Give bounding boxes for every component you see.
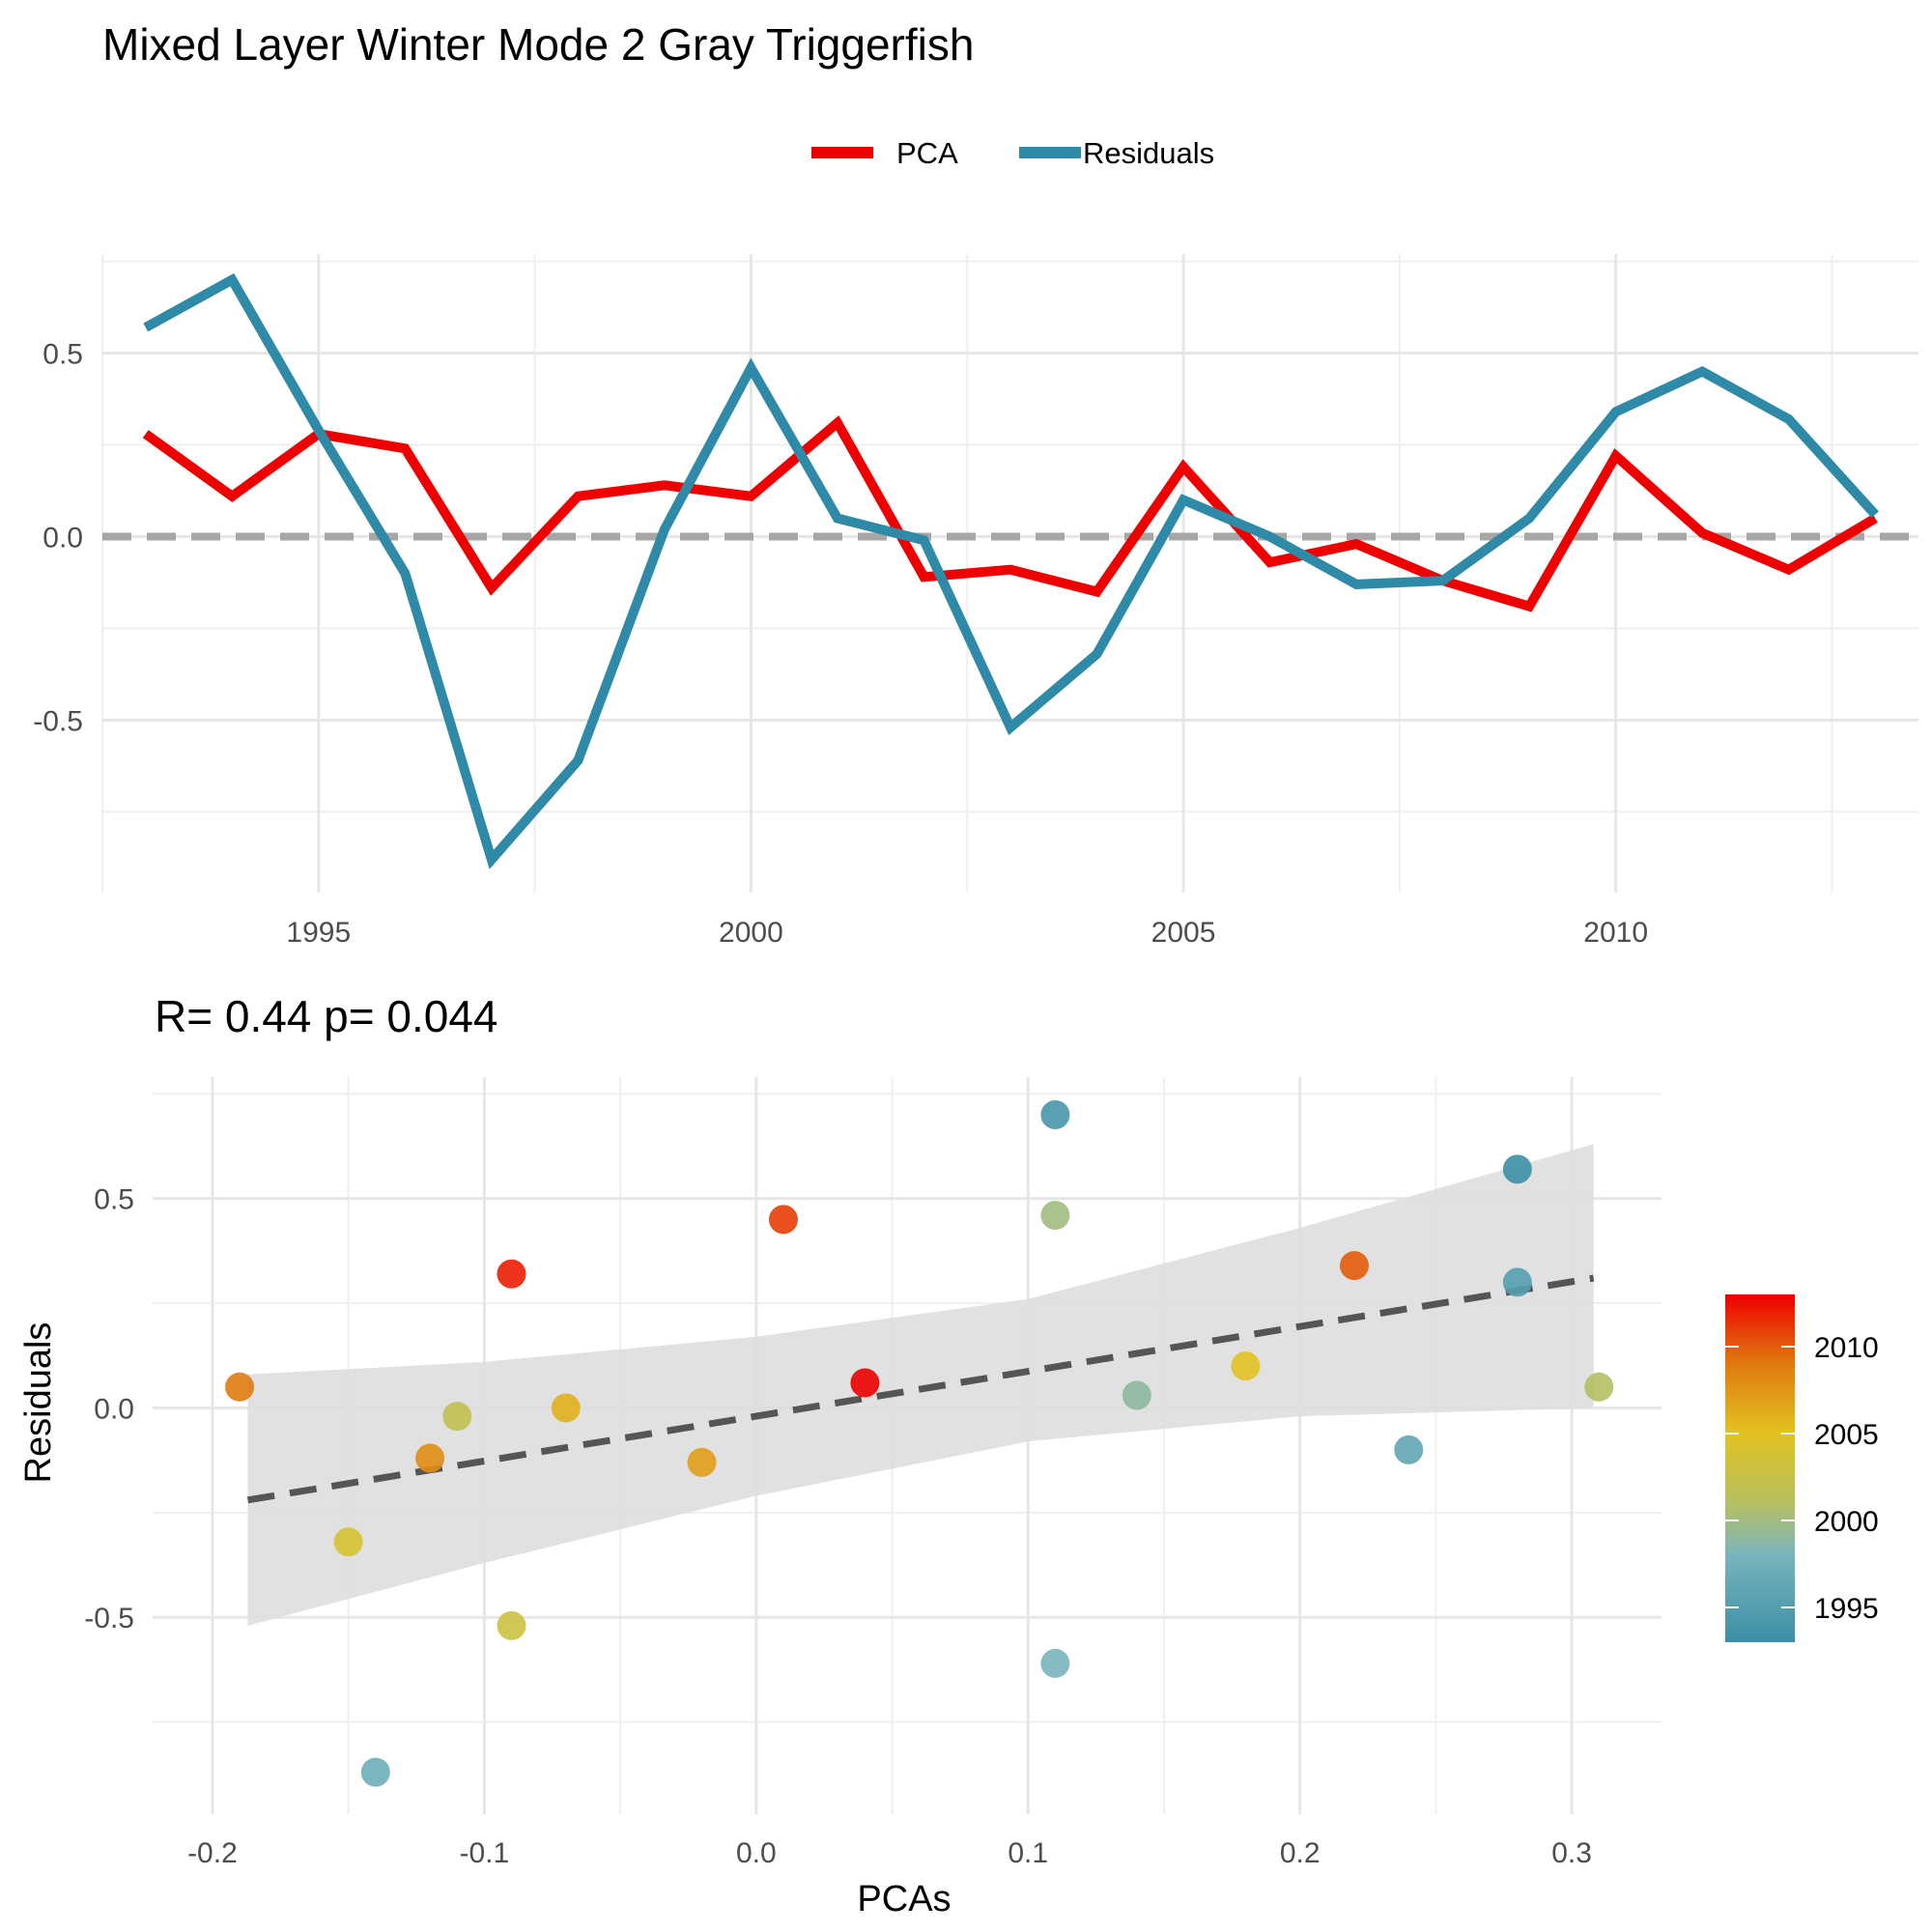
scatter-point bbox=[1040, 1100, 1070, 1130]
chart-title: Mixed Layer Winter Mode 2 Gray Triggerfi… bbox=[102, 19, 974, 70]
colorbar-tick-label: 2010 bbox=[1814, 1332, 1879, 1364]
scatter-point bbox=[1394, 1435, 1424, 1464]
legend-pca-label: PCA bbox=[896, 136, 958, 170]
y-tick-label: -0.5 bbox=[84, 1603, 134, 1634]
scatter-point bbox=[225, 1372, 255, 1402]
x-tick-label: 0.1 bbox=[1008, 1837, 1048, 1869]
time-series-panel: 1995 2000 2005 2010 -0.5 0.0 0.5 bbox=[33, 254, 1918, 949]
series-line-pca bbox=[142, 415, 1878, 612]
colorbar-gradient bbox=[1725, 1294, 1795, 1642]
scatter-point bbox=[1122, 1380, 1151, 1410]
y-tick-label: 0.5 bbox=[94, 1184, 134, 1216]
scatter-point bbox=[497, 1610, 526, 1640]
colorbar: 1995 2000 2005 2010 bbox=[1725, 1294, 1879, 1642]
y-axis-title: Residuals bbox=[18, 1322, 59, 1484]
scatter-point bbox=[1502, 1154, 1532, 1184]
x-tick-label: 0.3 bbox=[1551, 1837, 1592, 1869]
regression-line bbox=[246, 1274, 1595, 1504]
x-tick-label: 2005 bbox=[1151, 917, 1216, 949]
x-tick-label: 2010 bbox=[1583, 917, 1648, 949]
scatter-panel: -0.2 -0.1 0.0 0.1 0.2 0.3 -0.5 0.0 0.5 bbox=[84, 1077, 1662, 1869]
scatter-point bbox=[415, 1443, 445, 1473]
scatter-point bbox=[687, 1447, 717, 1477]
scatter-point bbox=[551, 1393, 581, 1423]
x-tick-label: -0.2 bbox=[187, 1837, 238, 1869]
y-tick-label: 0.0 bbox=[43, 523, 83, 554]
scatter-point bbox=[442, 1402, 472, 1432]
x-tick-label: 2000 bbox=[719, 917, 783, 949]
y-tick-label: -0.5 bbox=[33, 705, 83, 737]
colorbar-tick-label: 2000 bbox=[1814, 1506, 1879, 1538]
y-tick-label: 0.0 bbox=[94, 1393, 134, 1425]
x-tick-label: 0.0 bbox=[736, 1837, 777, 1869]
scatter-point bbox=[1339, 1251, 1369, 1281]
confidence-band bbox=[247, 1144, 1594, 1626]
scatter-point bbox=[333, 1527, 363, 1557]
scatter-point bbox=[497, 1259, 526, 1289]
scatter-point bbox=[360, 1757, 390, 1787]
scatter-point bbox=[768, 1205, 798, 1235]
legend-residuals-label: Residuals bbox=[1083, 136, 1214, 170]
x-tick-label: -0.1 bbox=[460, 1837, 510, 1869]
legend: PCA Residuals bbox=[811, 136, 1214, 170]
x-tick-label: 1995 bbox=[286, 917, 351, 949]
scatter-point bbox=[850, 1368, 880, 1398]
scatter-point bbox=[1231, 1351, 1261, 1381]
colorbar-tick-label: 1995 bbox=[1814, 1593, 1879, 1625]
colorbar-tick-label: 2005 bbox=[1814, 1419, 1879, 1451]
scatter-point bbox=[1584, 1372, 1614, 1402]
x-tick-label: 0.2 bbox=[1280, 1837, 1321, 1869]
scatter-point bbox=[1040, 1201, 1070, 1231]
series-line-residuals bbox=[143, 272, 1879, 869]
scatter-subtitle: R= 0.44 p= 0.044 bbox=[155, 991, 498, 1041]
x-axis-title: PCAs bbox=[857, 1879, 951, 1919]
y-tick-label: 0.5 bbox=[43, 339, 83, 371]
scatter-point bbox=[1040, 1648, 1070, 1678]
scatter-point bbox=[1502, 1267, 1532, 1297]
